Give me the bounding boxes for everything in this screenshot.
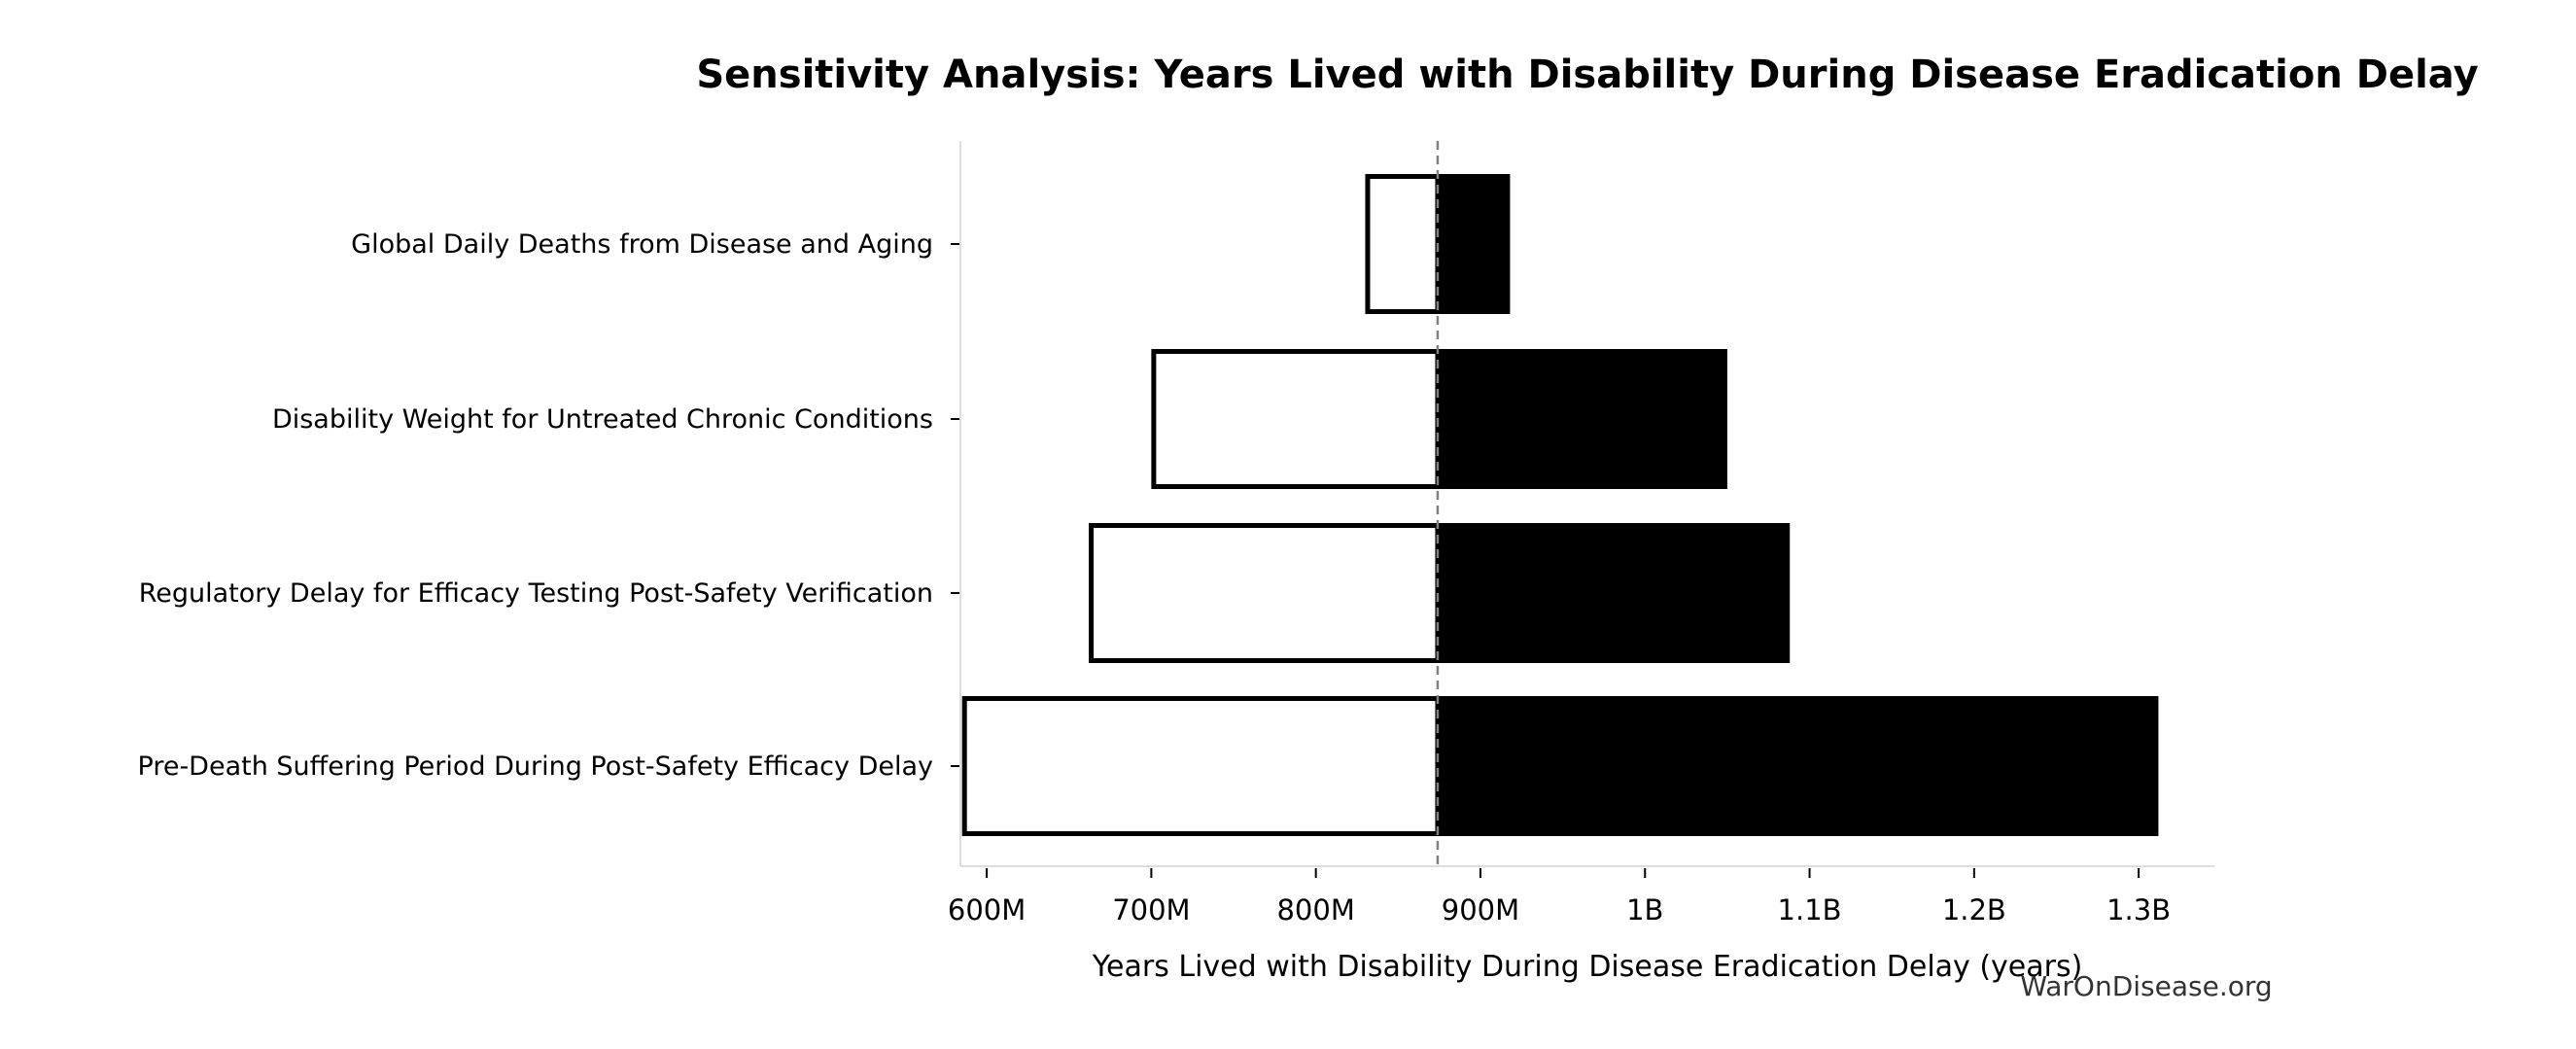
x-tick-label: 1.3B (2106, 893, 2171, 927)
x-axis-label: Years Lived with Disability During Disea… (1092, 950, 2083, 984)
x-tick-label: 800M (1276, 893, 1354, 927)
x-tick-label: 600M (948, 893, 1026, 927)
high-bar (1437, 523, 1791, 663)
x-tick-label: 1B (1626, 893, 1663, 927)
y-tick-label: Global Daily Deaths from Disease and Agi… (351, 229, 933, 260)
y-tick-label: Regulatory Delay for Efficacy Testing Po… (139, 578, 933, 609)
high-bar (1437, 349, 1727, 489)
axes-group: Global Daily Deaths from Disease and Agi… (138, 141, 2214, 927)
low-bar (1365, 174, 1441, 314)
high-bar (1437, 696, 2159, 836)
low-bar (1151, 349, 1441, 489)
high-bar (1437, 174, 1511, 314)
x-tick-label: 1.1B (1778, 893, 1842, 927)
y-tick-label: Pre-Death Suffering Period During Post-S… (138, 752, 933, 782)
x-tick-label: 900M (1442, 893, 1519, 927)
watermark: WarOnDisease.org (2020, 970, 2272, 1002)
low-bar (1089, 523, 1441, 663)
x-tick-label: 700M (1112, 893, 1190, 927)
y-tick-label: Disability Weight for Untreated Chronic … (272, 404, 933, 435)
x-tick-label: 1.2B (1942, 893, 2006, 927)
bars-group (961, 174, 2159, 836)
low-bar (961, 696, 1441, 836)
chart-title: Sensitivity Analysis: Years Lived with D… (696, 52, 2478, 97)
